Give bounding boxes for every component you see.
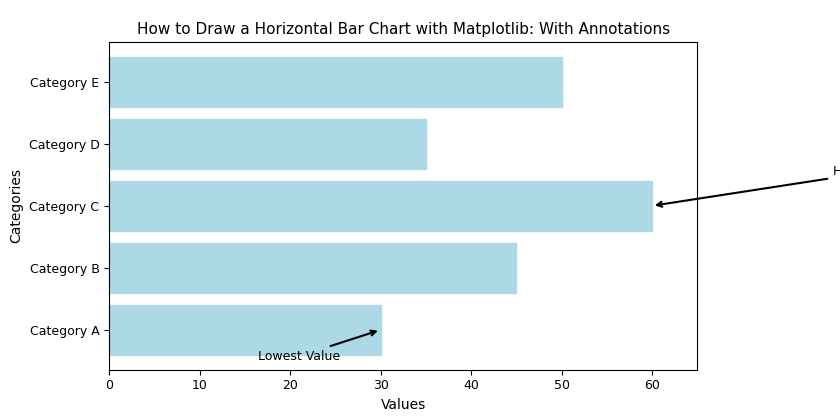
Text: Highest Value: Highest Value — [657, 165, 840, 207]
Bar — [109, 57, 561, 107]
Title: How to Draw a Horizontal Bar Chart with Matplotlib: With Annotations: How to Draw a Horizontal Bar Chart with … — [137, 22, 669, 37]
Bar — [109, 181, 652, 231]
Text: Lowest Value: Lowest Value — [258, 331, 375, 363]
Y-axis label: Categories: Categories — [9, 168, 23, 243]
Bar — [109, 119, 426, 168]
Bar — [109, 305, 381, 355]
X-axis label: Values: Values — [381, 398, 426, 412]
Bar — [109, 243, 517, 293]
